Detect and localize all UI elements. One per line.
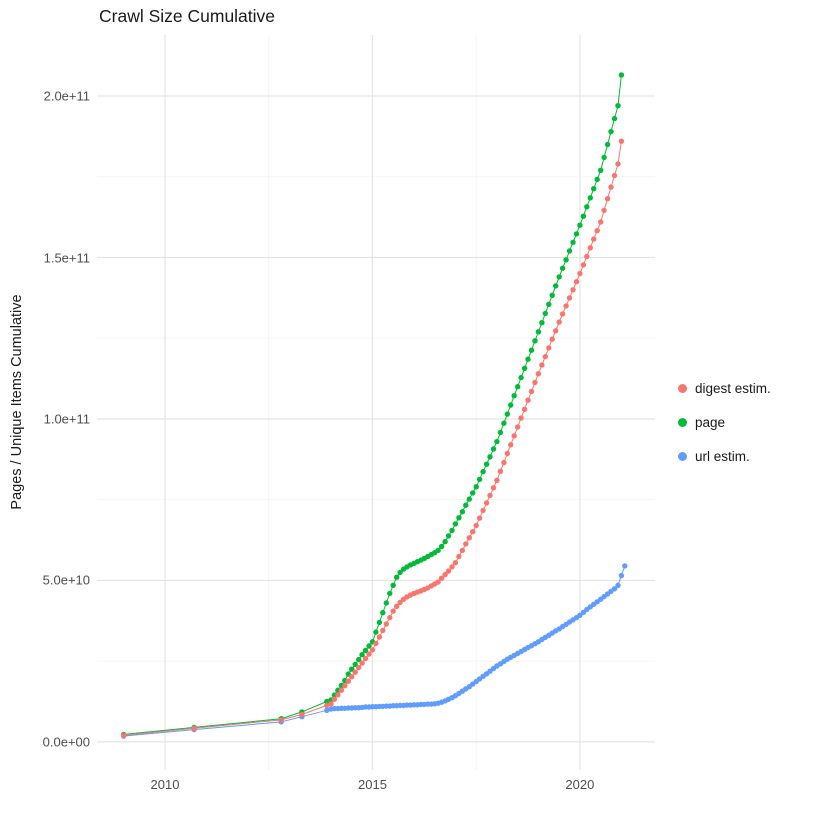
y-axis-label: Pages / Unique Items Cumulative — [9, 294, 25, 510]
legend-label-digest: digest estim. — [695, 380, 771, 396]
chart-title: Crawl Size Cumulative — [99, 6, 276, 26]
legend-point-page-icon — [678, 417, 687, 427]
y-tick-label: 1.0e+11 — [43, 411, 90, 427]
y-tick-label: 1.5e+11 — [43, 250, 90, 265]
legend-label-url: url estim. — [695, 448, 750, 464]
x-tick-label: 2015 — [358, 777, 387, 792]
legend-item-digest: digest estim. — [678, 376, 771, 400]
legend-item-url: url estim. — [678, 444, 750, 468]
legend-item-page: page — [678, 410, 725, 434]
y-tick-label: 2.0e+11 — [43, 88, 90, 104]
legend-point-digest-icon — [678, 383, 687, 393]
y-tick-label: 0.0e+00 — [42, 734, 90, 750]
series-digest — [120, 138, 625, 739]
legend-label-page: page — [695, 414, 726, 430]
legend-point-url-icon — [678, 451, 687, 461]
series-url — [120, 563, 628, 739]
y-tick-label: 5.0e+10 — [42, 572, 90, 588]
x-tick-label: 2010 — [150, 777, 180, 792]
x-tick-label: 2020 — [565, 777, 595, 792]
